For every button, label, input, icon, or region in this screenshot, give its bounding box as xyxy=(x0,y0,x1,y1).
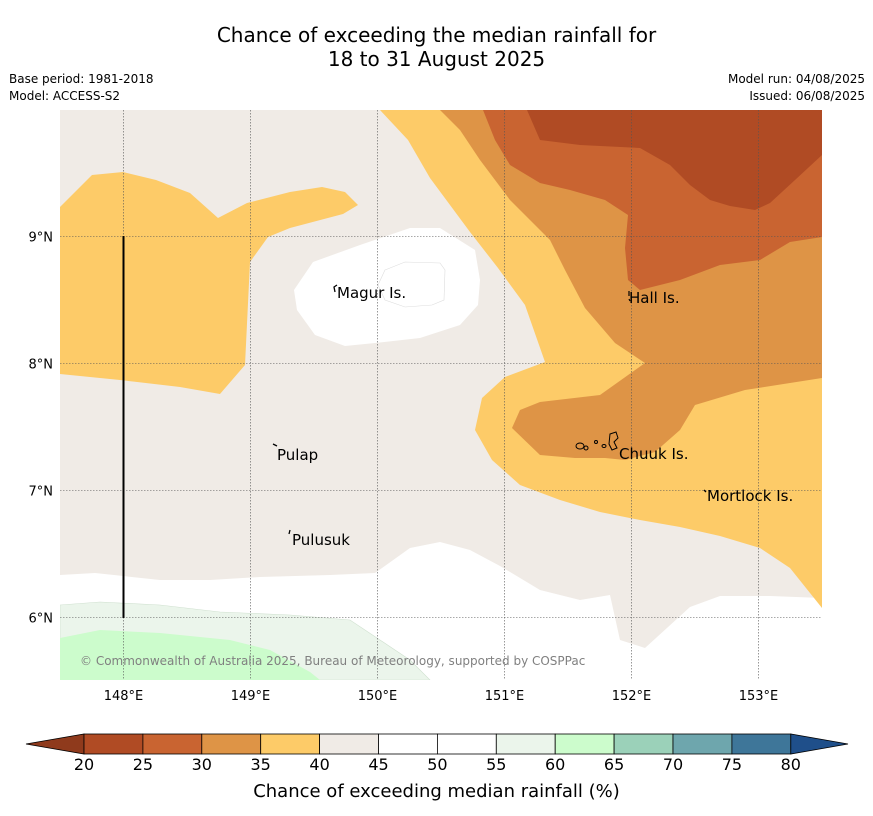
colorbar-tick-label: 40 xyxy=(309,755,330,774)
colorbar-segment xyxy=(731,733,792,755)
metadata-left: Base period: 1981-2018 Model: ACCESS-S2 xyxy=(9,71,154,105)
colorbar-segment xyxy=(613,733,674,755)
map-labels: 9°N 8°N 7°N 6°N 148°E 149°E 150°E 151°E 152°E 153… xyxy=(29,231,794,705)
place-label-pulusuk: Pulusuk xyxy=(292,531,350,549)
base-period-text: Base period: 1981-2018 xyxy=(9,72,154,86)
place-label-chuuk: Chuuk Is. xyxy=(619,445,688,463)
longitude-tick-label: 150°E xyxy=(358,689,398,704)
latitude-tick-label: 7°N xyxy=(29,485,54,500)
place-label-pulap: Pulap xyxy=(277,446,318,464)
colorbar-tick-label: 25 xyxy=(132,755,154,774)
colorbar-tick-label: 60 xyxy=(545,755,566,774)
region-35-40-west xyxy=(60,172,358,394)
map-title-line2: 18 to 31 August 2025 xyxy=(327,47,546,71)
colorbar-tick-label: 50 xyxy=(427,755,448,774)
region-20-25 xyxy=(527,110,822,210)
map-title-line1: Chance of exceeding the median rainfall … xyxy=(216,23,657,47)
latitude-tick-label: 8°N xyxy=(29,358,54,373)
latitude-tick-label: 9°N xyxy=(29,231,54,246)
map-area xyxy=(60,110,822,680)
longitude-tick-label: 149°E xyxy=(231,689,271,704)
place-label-mortlock: Mortlock Is. xyxy=(707,487,793,505)
colorbar-segment xyxy=(672,733,733,755)
metadata-right: Model run: 04/08/2025 Issued: 06/08/2025 xyxy=(728,71,865,105)
colorbar-segment xyxy=(378,733,438,755)
colorbar-tick-label: 80 xyxy=(780,755,801,774)
region-45-55-magur xyxy=(294,228,480,346)
longitude-tick-label: 151°E xyxy=(485,689,525,704)
model-text: Model: ACCESS-S2 xyxy=(9,89,121,103)
longitude-tick-label: 153°E xyxy=(739,689,779,704)
hall-island-marker xyxy=(628,291,631,302)
contour-line-magur xyxy=(377,261,446,308)
colorbar-segment xyxy=(201,733,262,755)
colorbar-over-arrow xyxy=(790,733,849,755)
colorbar-title: Chance of exceeding median rainfall (%) xyxy=(253,781,620,802)
model-run-text: Model run: 04/08/2025 xyxy=(727,72,865,86)
copyright-text: © Commonwealth of Australia 2025, Bureau… xyxy=(80,654,585,668)
colorbar-tick-label: 45 xyxy=(368,755,389,774)
colorbar-tick-label: 65 xyxy=(603,755,625,774)
colorbar-tick-label: 20 xyxy=(73,755,95,774)
mortlock-island-marker xyxy=(703,489,707,493)
colorbar-segment xyxy=(83,733,144,755)
magur-island-marker xyxy=(333,284,338,293)
colorbar-tick-label: 55 xyxy=(486,755,507,774)
place-label-hall: Hall Is. xyxy=(629,289,680,307)
colorbar-segment xyxy=(436,733,497,755)
colorbar-segment xyxy=(260,733,321,755)
colorbar-under-arrow xyxy=(25,733,85,755)
pulap-island-marker xyxy=(272,443,278,447)
colorbar-tick-label: 70 xyxy=(662,755,684,774)
colorbar-tick-label: 35 xyxy=(250,755,271,774)
pulusuk-island-marker xyxy=(288,529,291,535)
colorbar-segment xyxy=(495,733,556,755)
colorbar-segment xyxy=(142,733,203,755)
colorbar-tick-label: 75 xyxy=(721,755,743,774)
longitude-tick-label: 152°E xyxy=(612,689,652,704)
colorbar xyxy=(25,733,849,755)
colorbar-tick-label: 30 xyxy=(191,755,212,774)
colorbar-segment xyxy=(319,733,379,755)
issued-text: Issued: 06/08/2025 xyxy=(749,89,865,103)
colorbar-segment xyxy=(554,733,615,755)
latitude-tick-label: 6°N xyxy=(29,612,54,627)
chuuk-lagoon-islands xyxy=(575,431,619,451)
longitude-tick-label: 148°E xyxy=(104,689,144,704)
place-label-magur: Magur Is. xyxy=(337,284,406,302)
region-60-65 xyxy=(60,630,320,680)
